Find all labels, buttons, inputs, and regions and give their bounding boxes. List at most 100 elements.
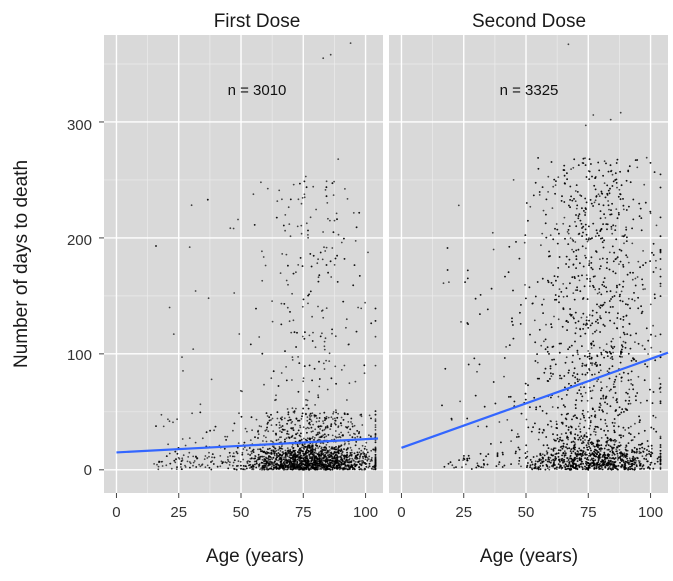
scatter-point-first-dose [374, 460, 377, 462]
scatter-point-first-dose [325, 180, 328, 183]
scatter-point-first-dose [266, 423, 269, 425]
scatter-point-second-dose [563, 465, 565, 467]
scatter-point-first-dose [283, 458, 285, 461]
scatter-point-first-dose [172, 333, 175, 335]
scatter-point-first-dose [315, 452, 317, 454]
scatter-point-second-dose [553, 315, 555, 318]
scatter-point-first-dose [332, 460, 334, 462]
scatter-point-first-dose [295, 463, 298, 466]
scatter-point-first-dose [323, 417, 326, 419]
scatter-point-second-dose [622, 340, 625, 343]
scatter-point-first-dose [307, 451, 309, 454]
scatter-point-first-dose [260, 181, 262, 184]
scatter-point-first-dose [275, 439, 278, 442]
scatter-point-first-dose [310, 420, 313, 422]
scatter-point-second-dose [587, 411, 589, 413]
scatter-point-first-dose [325, 246, 328, 249]
scatter-point-first-dose [226, 435, 229, 438]
scatter-point-first-dose [175, 468, 178, 470]
scatter-point-second-dose [604, 217, 607, 219]
scatter-point-first-dose [308, 468, 311, 471]
scatter-point-second-dose [579, 386, 582, 389]
scatter-point-first-dose [363, 467, 366, 470]
scatter-point-first-dose [350, 421, 352, 423]
scatter-point-first-dose [224, 435, 227, 438]
scatter-point-second-dose [571, 248, 573, 251]
scatter-point-first-dose [312, 331, 314, 334]
scatter-point-first-dose [317, 280, 320, 283]
scatter-point-first-dose [191, 412, 194, 415]
scatter-point-first-dose [320, 465, 322, 468]
scatter-point-first-dose [261, 465, 264, 467]
scatter-point-second-dose [442, 282, 445, 285]
scatter-point-first-dose [305, 427, 307, 430]
scatter-point-first-dose [299, 257, 302, 259]
scatter-point-first-dose [308, 293, 310, 296]
scatter-point-first-dose [319, 428, 321, 430]
scatter-point-first-dose [304, 460, 307, 463]
scatter-point-second-dose [611, 232, 614, 235]
scatter-point-first-dose [289, 457, 292, 460]
scatter-point-first-dose [335, 212, 338, 215]
scatter-point-second-dose [496, 452, 499, 454]
scatter-point-first-dose [296, 458, 299, 461]
scatter-point-second-dose [520, 465, 522, 468]
scatter-point-first-dose [267, 457, 270, 460]
scatter-point-first-dose [272, 450, 275, 453]
scatter-point-first-dose [244, 427, 247, 430]
scatter-point-first-dose [366, 459, 369, 461]
scatter-point-first-dose [187, 456, 190, 458]
scatter-point-second-dose [608, 251, 611, 254]
scatter-point-first-dose [305, 413, 307, 416]
scatter-point-first-dose [343, 443, 346, 446]
scatter-point-first-dose [176, 466, 178, 468]
scatter-point-second-dose [550, 375, 553, 378]
scatter-point-first-dose [250, 450, 253, 453]
scatter-point-first-dose [330, 276, 333, 278]
scatter-point-first-dose [325, 417, 328, 420]
scatter-point-first-dose [372, 468, 375, 471]
scatter-point-first-dose [362, 451, 365, 454]
scatter-point-second-dose [540, 344, 543, 347]
scatter-point-first-dose [242, 465, 245, 467]
scatter-point-first-dose [241, 451, 244, 454]
scatter-point-first-dose [356, 453, 359, 456]
scatter-point-second-dose [562, 283, 565, 285]
scatter-point-first-dose [257, 430, 259, 433]
scatter-point-first-dose [360, 468, 362, 470]
scatter-point-first-dose [249, 467, 251, 469]
scatter-point-first-dose [345, 326, 347, 329]
scatter-point-second-dose [607, 439, 610, 442]
scatter-point-second-dose [505, 346, 507, 348]
scatter-point-first-dose [270, 449, 273, 452]
scatter-point-second-dose [593, 373, 596, 376]
scatter-point-first-dose [342, 460, 344, 462]
scatter-point-second-dose [637, 260, 640, 263]
scatter-point-first-dose [286, 447, 289, 449]
scatter-point-second-dose [639, 401, 642, 404]
scatter-point-first-dose [374, 364, 377, 367]
scatter-point-first-dose [339, 455, 342, 458]
scatter-point-first-dose [180, 463, 182, 466]
scatter-point-first-dose [309, 416, 311, 418]
scatter-point-first-dose [323, 455, 326, 458]
scatter-point-first-dose [311, 412, 314, 414]
scatter-point-first-dose [294, 423, 297, 426]
scatter-point-first-dose [293, 331, 296, 334]
scatter-point-first-dose [330, 423, 333, 426]
scatter-point-first-dose [316, 417, 318, 419]
scatter-point-first-dose [329, 219, 331, 222]
scatter-point-first-dose [333, 467, 336, 470]
scatter-point-first-dose [323, 411, 326, 414]
scatter-point-second-dose [588, 314, 591, 316]
panel-first-dose-background [104, 35, 383, 493]
scatter-point-first-dose [254, 436, 256, 439]
scatter-point-first-dose [339, 422, 342, 425]
scatter-point-first-dose [332, 412, 334, 415]
scatter-point-first-dose [364, 301, 366, 304]
scatter-point-first-dose [206, 457, 209, 459]
scatter-point-first-dose [372, 465, 374, 468]
scatter-point-first-dose [301, 450, 304, 453]
scatter-point-first-dose [302, 446, 305, 449]
scatter-point-first-dose [322, 57, 325, 60]
